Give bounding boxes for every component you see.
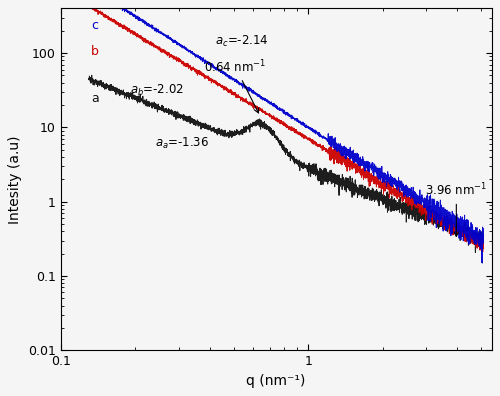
Text: 0.64 nm$^{-1}$: 0.64 nm$^{-1}$	[204, 59, 266, 113]
Text: $a_a$=-1.36: $a_a$=-1.36	[155, 136, 209, 151]
Text: 3.96 nm$^{-1}$: 3.96 nm$^{-1}$	[425, 182, 488, 236]
Text: b: b	[92, 45, 99, 58]
Text: c: c	[92, 19, 98, 32]
Text: $a_b$=-2.02: $a_b$=-2.02	[130, 83, 184, 98]
Text: a: a	[92, 92, 99, 105]
Text: $a_c$=-2.14: $a_c$=-2.14	[215, 34, 268, 49]
Y-axis label: Intesity (a.u): Intesity (a.u)	[8, 135, 22, 223]
X-axis label: q (nm⁻¹): q (nm⁻¹)	[246, 374, 306, 388]
